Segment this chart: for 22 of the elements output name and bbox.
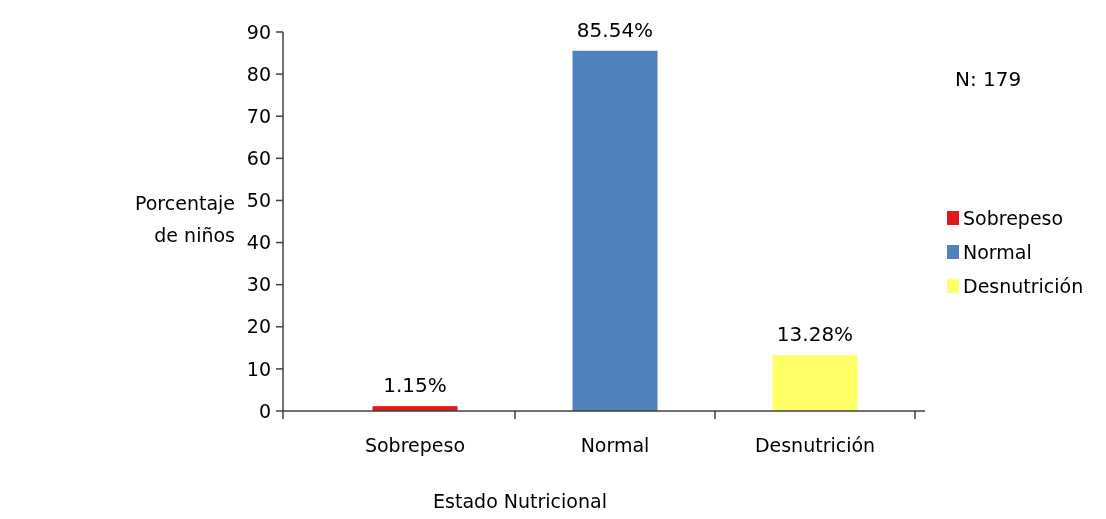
y-tick-label: 40	[246, 231, 271, 254]
x-tick-label: Sobrepeso	[364, 434, 466, 456]
y-tick-label: 0	[258, 399, 271, 422]
data-label: 85.54%	[576, 17, 654, 42]
y-tick-label: 10	[246, 357, 271, 380]
legend-label: Desnutrición	[963, 274, 1084, 297]
data-label: 13.28%	[776, 322, 854, 347]
y-tick-label: 70	[246, 104, 271, 127]
text: N: 179	[955, 67, 1022, 91]
legend-label: Sobrepeso	[963, 206, 1064, 229]
legend-label: Normal	[963, 240, 1032, 263]
x-axis-title: Estado Nutricional	[433, 490, 607, 512]
y-tick-label: 80	[246, 62, 271, 85]
y-axis-title: Porcentaje de niños	[134, 192, 235, 246]
y-tick-label: 20	[246, 315, 271, 338]
y-tick-label: 30	[246, 273, 271, 296]
y-tick-label: 60	[246, 146, 271, 169]
x-tick-label: Normal	[580, 434, 650, 456]
data-label: 1.15%	[383, 373, 447, 398]
y-tick-label: 90	[246, 20, 271, 43]
y-tick-label: 50	[246, 189, 271, 212]
x-tick-label: Desnutrición	[754, 434, 876, 456]
